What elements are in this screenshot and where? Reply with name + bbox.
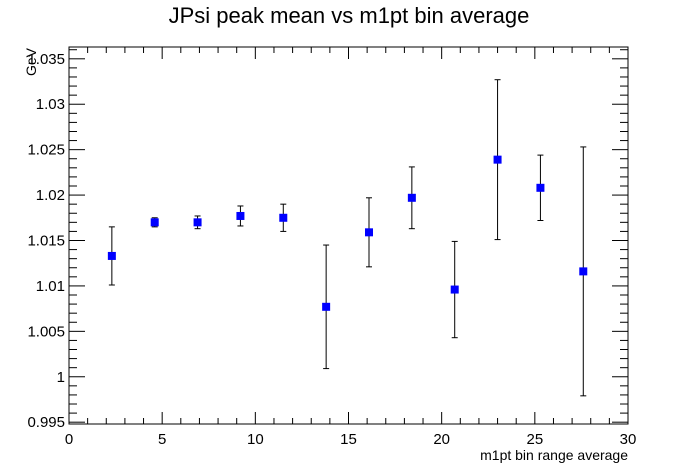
x-axis-label: m1pt bin range average <box>480 447 628 463</box>
x-tick-label: 15 <box>340 431 357 448</box>
data-point <box>450 285 459 294</box>
data-points <box>107 79 588 397</box>
x-tick-label: 20 <box>433 431 450 448</box>
y-axis-label: GeV <box>23 47 39 76</box>
chart-title: JPsi peak mean vs m1pt bin average <box>169 3 530 28</box>
data-point <box>493 155 502 164</box>
y-tick-label: 1.03 <box>36 96 65 113</box>
y-tick-label: 0.995 <box>27 414 65 431</box>
x-tick-label: 5 <box>158 431 166 448</box>
data-point <box>407 193 416 202</box>
y-tick-label: 1.035 <box>27 51 65 68</box>
y-tick-label: 1.015 <box>27 232 65 249</box>
data-point <box>150 218 159 227</box>
data-point <box>364 228 373 237</box>
data-point <box>193 218 202 227</box>
x-tick-label: 10 <box>247 431 264 448</box>
y-tick-label: 1 <box>57 369 65 386</box>
data-point <box>536 183 545 192</box>
data-point <box>579 267 588 276</box>
data-point <box>322 302 331 311</box>
plot-frame <box>68 46 629 425</box>
y-tick-label: 1.02 <box>36 187 65 204</box>
y-tick-label: 1.025 <box>27 142 65 159</box>
data-point <box>107 251 116 260</box>
x-axis-ticks: 0 5 10 15 20 25 30 <box>65 47 637 448</box>
data-point <box>279 213 288 222</box>
x-tick-label: 30 <box>620 431 637 448</box>
y-tick-label: 1.005 <box>27 323 65 340</box>
data-point <box>236 211 245 220</box>
x-tick-label: 25 <box>526 431 543 448</box>
x-tick-label: 0 <box>65 431 73 448</box>
y-axis-ticks: 0.995 1 1.005 1.01 1.015 1.02 1.025 1.03 1.035 <box>27 49 628 431</box>
y-tick-label: 1.01 <box>36 278 65 295</box>
